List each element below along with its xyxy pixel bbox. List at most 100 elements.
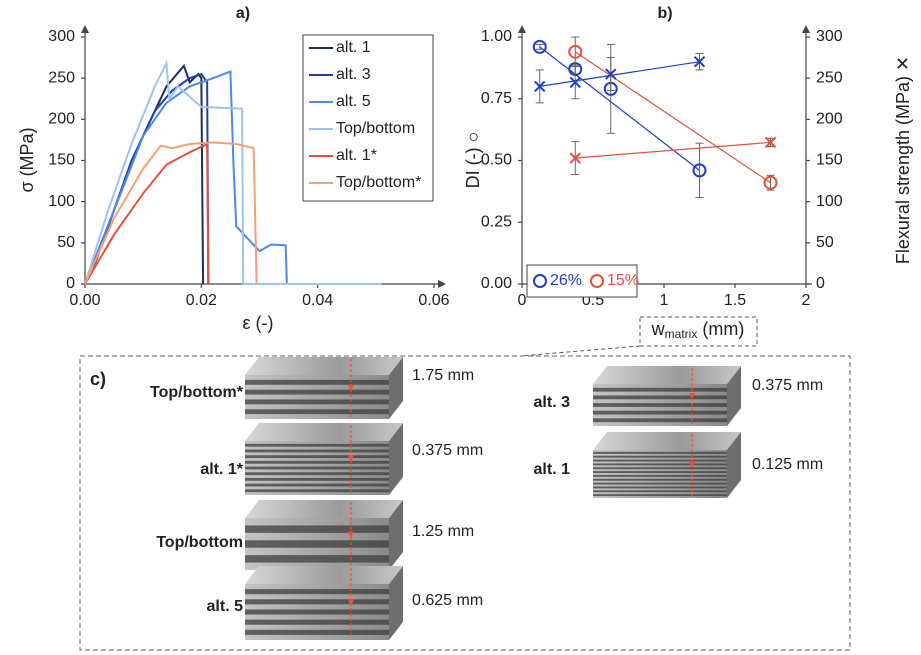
specimen-layer bbox=[245, 609, 389, 615]
axis-arrow bbox=[802, 25, 810, 33]
point bbox=[568, 44, 583, 59]
trend-line bbox=[575, 141, 771, 159]
specimen-top bbox=[245, 423, 403, 441]
legend-swatch bbox=[590, 274, 604, 288]
specimen-top bbox=[245, 500, 403, 518]
specimen-layer bbox=[245, 483, 389, 487]
thickness-arrow bbox=[347, 531, 354, 539]
y-tick-label: 0 bbox=[66, 275, 75, 292]
specimen-name: alt. 1* bbox=[200, 461, 243, 478]
specimen-image bbox=[593, 366, 741, 426]
specimen-layer bbox=[245, 472, 389, 476]
specimen-layer bbox=[245, 389, 389, 395]
specimen-layer bbox=[245, 443, 389, 447]
y2-axis-label: Flexural strength (MPa) ✕ bbox=[893, 56, 913, 264]
specimen-side bbox=[389, 357, 403, 419]
chart-title: a) bbox=[236, 5, 250, 22]
specimen-image bbox=[245, 500, 403, 570]
x-label-unit: (mm) bbox=[697, 319, 744, 339]
specimen-image bbox=[245, 566, 403, 640]
thickness-arrow bbox=[347, 599, 354, 607]
specimen-thickness: 0.375 mm bbox=[752, 377, 823, 394]
series-line bbox=[84, 141, 258, 285]
specimen-layer bbox=[245, 599, 389, 605]
specimen-layer bbox=[245, 460, 389, 464]
connector bbox=[519, 345, 641, 357]
point-stroke bbox=[693, 55, 706, 68]
specimen-layer bbox=[245, 619, 389, 625]
specimen-layer bbox=[593, 395, 727, 400]
point bbox=[532, 39, 547, 54]
specimen-image bbox=[245, 357, 403, 419]
specimen-layer bbox=[593, 387, 727, 392]
specimen-side bbox=[389, 500, 403, 570]
specimen-layer bbox=[593, 478, 727, 481]
specimen-top bbox=[245, 566, 403, 584]
specimen-side bbox=[727, 432, 741, 498]
legend-label: Top/bottom* bbox=[336, 174, 421, 191]
specimen-layer bbox=[245, 455, 389, 459]
legend-label: alt. 1 bbox=[336, 39, 371, 56]
specimen-thickness: 0.625 mm bbox=[412, 592, 483, 609]
series-line bbox=[84, 70, 288, 285]
specimen-layer bbox=[245, 555, 389, 563]
specimen-layer bbox=[245, 449, 389, 453]
point-stroke bbox=[764, 136, 777, 149]
series-line bbox=[84, 63, 205, 285]
specimen-thickness: 1.75 mm bbox=[412, 367, 474, 384]
specimen-layer bbox=[245, 477, 389, 481]
specimen-layer bbox=[593, 451, 727, 454]
specimen-top bbox=[245, 357, 403, 375]
axis-arrow bbox=[438, 280, 446, 288]
y-tick-label: 200 bbox=[48, 111, 75, 128]
legend-label: Top/bottom bbox=[336, 120, 415, 137]
x-tick-label: 1 bbox=[660, 292, 669, 309]
y2-tick-label: 300 bbox=[816, 28, 843, 45]
specimen-layer bbox=[245, 525, 389, 533]
specimen-layer bbox=[593, 494, 727, 497]
specimen-name: alt. 5 bbox=[207, 598, 244, 615]
specimen-layer bbox=[245, 466, 389, 470]
x-axis-label: ε (-) bbox=[242, 313, 273, 333]
specimen-layer bbox=[245, 540, 389, 548]
point bbox=[692, 163, 707, 178]
axis-arrow bbox=[518, 25, 526, 33]
specimen-layer bbox=[245, 379, 389, 385]
point bbox=[534, 80, 546, 93]
specimen-side bbox=[389, 423, 403, 495]
legend-label: alt. 3 bbox=[336, 66, 371, 83]
specimen-thickness: 1.25 mm bbox=[412, 523, 474, 540]
x-label-main: w bbox=[651, 319, 666, 339]
specimen-name: alt. 3 bbox=[534, 394, 571, 411]
x-tick-label: 0.06 bbox=[418, 292, 449, 309]
point-stroke bbox=[605, 68, 617, 80]
specimen-front bbox=[593, 450, 727, 498]
y2-tick-label: 250 bbox=[816, 69, 843, 86]
thickness-arrow bbox=[347, 455, 354, 463]
point bbox=[763, 175, 778, 190]
specimen-layer bbox=[593, 471, 727, 474]
x-tick-label: 0.00 bbox=[69, 292, 100, 309]
y-tick-label: 100 bbox=[48, 193, 75, 210]
point-stroke bbox=[569, 76, 581, 88]
thickness-arrow bbox=[689, 461, 696, 469]
specimen-name: Top/bottom* bbox=[150, 384, 244, 401]
specimen-layer bbox=[245, 399, 389, 405]
x-tick-label: 1.5 bbox=[724, 292, 746, 309]
point-stroke bbox=[534, 80, 546, 93]
y-tick-label: 0.50 bbox=[481, 152, 512, 169]
point bbox=[764, 136, 777, 149]
legend-box bbox=[302, 34, 434, 202]
specimen-layer bbox=[593, 474, 727, 477]
y-axis-label: DI (-) ○ bbox=[463, 132, 483, 189]
legend-label: alt. 5 bbox=[336, 93, 371, 110]
specimen-layer bbox=[593, 459, 727, 462]
chart-title: b) bbox=[657, 5, 672, 22]
point bbox=[569, 76, 581, 88]
legend-label: 26% bbox=[550, 272, 582, 289]
y2-tick-label: 50 bbox=[816, 234, 834, 251]
specimen-top bbox=[593, 366, 741, 384]
y-tick-label: 0.75 bbox=[481, 90, 512, 107]
y-tick-label: 150 bbox=[48, 152, 75, 169]
